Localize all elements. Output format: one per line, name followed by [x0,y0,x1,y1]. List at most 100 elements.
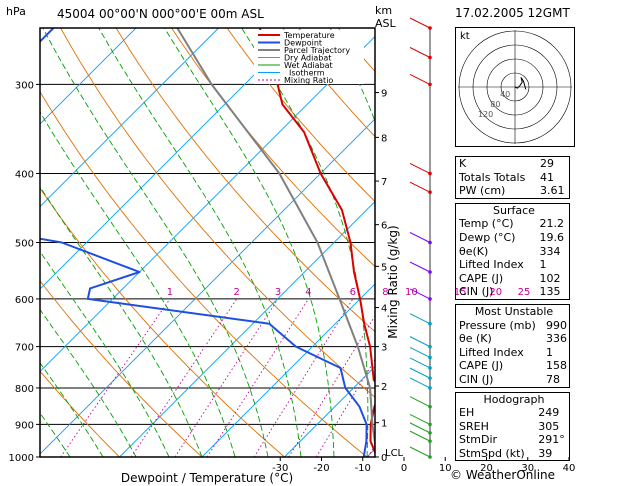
wind-barb-dot [428,26,432,30]
indices-section: Surface Temp (°C) 21.2 Dewp (°C) 19.6 θe(K) 33… [455,202,570,300]
mixing-ratio-value-label: 15 [454,287,467,298]
indices-label: Dewp (°C) [459,230,516,244]
wind-barb [409,336,431,348]
pressure-tick-label: 600 [15,295,34,306]
mixing-ratio-line [60,298,171,457]
indices-value: 3.61 [540,184,565,198]
height-unit-label: km [375,4,392,17]
indices-value: 1 [539,258,547,272]
mixing-ratio-line [174,298,279,457]
indices-value: 1 [546,345,553,359]
pressure-tick-label: 800 [15,384,34,395]
mixing-ratio-line [253,298,354,457]
indices-value: 305 [538,419,560,433]
height-tick-label: 4 [381,304,387,315]
wind-barb-dot [428,376,432,380]
pressure-unit-label: hPa [6,5,26,18]
dry-adiabat-line [171,28,375,268]
indices-row: PW (cm) 3.61 [456,184,570,198]
wind-barb [409,313,431,325]
legend-mixing-ratio: Mixing Ratio [284,76,333,85]
indices-label: StmSpd (kt) [459,446,525,460]
isotherm-line [284,365,375,457]
isotherm-line [40,28,219,208]
wind-barb [409,357,431,369]
dewpoint-line [40,28,368,457]
indices-label: CAPE (J) [459,359,504,373]
indices-label: θe(K) [459,244,489,258]
indices-row: CIN (J) 78 [456,373,570,387]
wind-barb-dot [428,455,432,459]
indices-value: 135 [539,285,561,299]
wind-barb-dot [428,270,432,274]
mixing-ratio-value-label: 2 [234,287,240,298]
wind-barb [409,73,431,85]
temperature-tick-label: 10 [439,463,452,474]
indices-value: 19.6 [539,230,564,244]
temperature-tick-label: 30 [521,463,534,474]
indices-row: Pressure (mb) 990 [456,319,570,333]
dry-adiabat-line [40,90,368,457]
isotherm-line [615,28,629,457]
wind-barb [409,347,431,358]
height-tick-label: 1 [381,419,387,430]
indices-row: θe (K) 336 [456,332,570,346]
dry-adiabat-line [40,370,120,457]
indices-row: CAPE (J) 102 [456,272,570,286]
wind-barb-dot [428,366,432,370]
legend-dewpoint: Dewpoint [284,39,322,48]
height-tick-label: 3 [381,343,387,354]
mixing-ratio-value-label: 1 [167,287,173,298]
indices-value: 336 [546,332,567,346]
indices-section: K 29 Totals Totals 41 PW (cm) 3.61 [455,156,570,199]
wind-barb-dot [428,355,432,360]
wet-adiabat-line [40,185,203,457]
indices-value: 291° [538,433,565,447]
wet-adiabat-line [164,28,335,457]
indices-row: CIN (J) 135 [456,285,570,299]
mixing-ratio-value-label: 10 [405,287,418,298]
dry-adiabat-line [60,28,375,398]
indices-row: K 29 [456,157,570,171]
indices-row: EH 249 [456,406,570,420]
wind-barb-dot [428,82,432,87]
mixing-ratio-line [206,298,309,457]
indices-label: K [459,157,467,170]
mixing-ratio-value-label: 25 [518,287,531,298]
dry-adiabat-line [40,187,285,457]
wet-adiabat-line [98,28,302,457]
wind-barb [409,446,431,458]
indices-row: θe(K) 334 [456,245,570,259]
hodograph-ring-label: 120 [478,110,493,119]
indices-label: PW (cm) [459,184,506,198]
indices-panel: K 29 Totals Totals 41 PW (cm) 3.61 Surface Temp… [455,156,570,462]
height-tick-label: 8 [381,133,387,144]
mixing-ratio-value-label: 3 [275,287,281,298]
legend-isotherm: Isotherm [289,69,325,78]
mixing-ratio-axis-label: Mixing Ratio (g/kg) [386,225,400,338]
wind-barb [409,367,431,379]
height-tick-label: 0 [381,453,387,464]
isotherm-line [40,35,375,373]
indices-row: Lifted Index 1 [456,346,570,360]
wind-barb-dot [428,55,432,60]
mixing-ratio-value-label: 8 [382,287,388,298]
height-ref-label: ASL [375,17,397,30]
indices-value: 78 [546,372,560,386]
indices-row: StmDir 291° [456,433,570,447]
indices-value: 39 [538,446,553,460]
legend-dry-adiabat: Dry Adiabat [284,54,331,63]
wind-barb-dot [428,386,432,390]
mixing-ratio-value-label: 4 [305,287,311,298]
wind-barb [409,17,431,29]
pressure-tick-label: 1000 [9,453,34,464]
legend-wet-adiabat: Wet Adiabat [284,61,333,70]
indices-value: 249 [538,406,560,420]
indices-value: 41 [540,170,555,184]
hodograph-ring-label: 80 [490,100,500,109]
indices-value: 21.2 [539,217,564,231]
wind-barb [409,162,431,174]
lcl-label: LCL [385,448,404,459]
wet-adiabat-line [40,250,170,457]
